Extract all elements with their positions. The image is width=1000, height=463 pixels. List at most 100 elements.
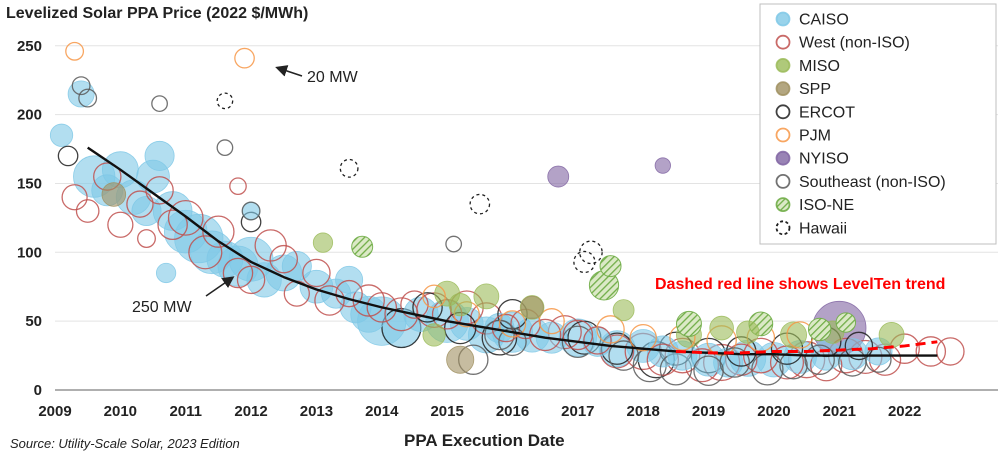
point-spp bbox=[520, 295, 544, 320]
point-west-non-iso bbox=[742, 337, 779, 374]
x-tick-label: 2016 bbox=[496, 403, 529, 420]
x-tick-label: 2019 bbox=[692, 403, 725, 420]
legend-marker-pjm bbox=[775, 127, 791, 143]
point-iso-ne bbox=[675, 310, 702, 337]
point-iso-ne bbox=[807, 317, 832, 342]
point-miso bbox=[780, 321, 807, 349]
x-tick-label: 2011 bbox=[169, 403, 202, 420]
point-west-non-iso bbox=[107, 211, 134, 238]
point-west-non-iso bbox=[75, 199, 100, 223]
point-miso bbox=[736, 320, 760, 344]
x-tick-label: 2009 bbox=[38, 403, 71, 420]
point-ercot bbox=[844, 331, 874, 361]
point-nyiso bbox=[547, 165, 570, 188]
point-west-non-iso bbox=[145, 176, 174, 205]
levelten-trend-line bbox=[675, 340, 938, 355]
x-tick-label: 2010 bbox=[104, 403, 137, 420]
point-ercot bbox=[57, 145, 79, 167]
size-annotation-20mw: 20 MW bbox=[275, 65, 359, 86]
point-southeast-non-iso bbox=[804, 344, 835, 375]
point-west-non-iso bbox=[126, 190, 154, 218]
size-annotation-250mw: 250 MW bbox=[132, 276, 235, 316]
point-miso bbox=[422, 323, 446, 347]
point-caiso bbox=[144, 140, 175, 171]
point-southeast-non-iso bbox=[78, 88, 98, 108]
point-southeast-non-iso bbox=[498, 327, 527, 357]
point-southeast-non-iso bbox=[71, 76, 91, 96]
legend-marker-iso-ne bbox=[775, 197, 791, 213]
point-west-non-iso bbox=[236, 265, 266, 295]
x-tick-label: 2021 bbox=[823, 403, 856, 420]
legend-label: MISO bbox=[799, 58, 840, 75]
legend-marker-ercot bbox=[775, 104, 791, 120]
overall-trend-line bbox=[87, 146, 938, 357]
legend-label: Southeast (non-ISO) bbox=[799, 174, 946, 191]
point-west-non-iso bbox=[61, 184, 88, 211]
chart-title: Levelized Solar PPA Price (2022 $/MWh) bbox=[6, 5, 308, 22]
point-miso bbox=[312, 232, 334, 253]
point-southeast-non-iso bbox=[445, 235, 463, 253]
point-miso bbox=[709, 315, 734, 341]
legend-marker-spp bbox=[775, 81, 791, 96]
point-southeast-non-iso bbox=[151, 95, 168, 112]
point-west-non-iso bbox=[400, 290, 429, 319]
y-tick-label: 200 bbox=[17, 107, 42, 124]
point-hawaii bbox=[339, 158, 359, 178]
point-west-non-iso bbox=[167, 200, 204, 236]
point-miso bbox=[878, 322, 905, 348]
legend: CAISO West (non-ISO) MISO SPP ERCOT PJM NYISO S… bbox=[759, 3, 997, 245]
levelten-trend-note: Dashed red line shows LevelTen trend bbox=[655, 276, 945, 293]
point-southeast-non-iso bbox=[865, 346, 892, 373]
trend-lines bbox=[87, 146, 938, 357]
legend-marker-west-non-iso bbox=[775, 34, 791, 50]
point-pjm bbox=[234, 47, 255, 69]
axis-ticks: 0 50 100 150 200 250 2009 2010 2011 2012 2013 2014 2… bbox=[17, 38, 921, 420]
point-west-non-iso bbox=[915, 336, 947, 367]
point-west-non-iso bbox=[314, 285, 345, 316]
point-miso bbox=[612, 299, 635, 322]
point-west-non-iso bbox=[157, 209, 188, 241]
point-caiso bbox=[335, 265, 364, 294]
point-iso-ne bbox=[351, 235, 374, 258]
legend-label: CAISO bbox=[799, 12, 849, 29]
x-tick-label: 2022 bbox=[888, 403, 921, 420]
y-tick-label: 50 bbox=[25, 313, 42, 330]
point-southeast-non-iso bbox=[719, 347, 750, 378]
point-miso bbox=[448, 293, 472, 317]
point-iso-ne bbox=[599, 255, 622, 278]
legend-marker-hawaii bbox=[775, 220, 791, 236]
point-caiso bbox=[49, 123, 74, 147]
point-southeast-non-iso bbox=[241, 201, 261, 221]
y-tick-label: 0 bbox=[34, 382, 42, 399]
legend-label: ERCOT bbox=[799, 104, 855, 121]
legend-label: SPP bbox=[799, 81, 831, 98]
legend-label: NYISO bbox=[799, 151, 849, 168]
point-spp bbox=[101, 182, 127, 207]
point-west-non-iso bbox=[202, 215, 235, 248]
point-pjm bbox=[596, 315, 625, 344]
point-west-non-iso bbox=[137, 229, 156, 248]
point-caiso bbox=[155, 262, 177, 284]
point-caiso bbox=[131, 195, 162, 227]
y-tick-label: 100 bbox=[17, 244, 42, 261]
legend-label: ISO-NE bbox=[799, 197, 854, 214]
x-tick-label: 2018 bbox=[627, 403, 660, 420]
point-southeast-non-iso bbox=[216, 139, 234, 157]
x-tick-label: 2020 bbox=[757, 403, 790, 420]
point-west-non-iso bbox=[222, 257, 254, 289]
point-pjm bbox=[498, 310, 527, 338]
point-west-non-iso bbox=[302, 258, 331, 288]
point-pjm bbox=[422, 284, 446, 309]
source-note: Source: Utility-Scale Solar, 2023 Editio… bbox=[10, 436, 240, 451]
x-tick-label: 2014 bbox=[365, 403, 399, 420]
y-tick-label: 150 bbox=[17, 175, 42, 192]
point-southeast-non-iso bbox=[608, 340, 639, 371]
point-west-non-iso bbox=[936, 337, 965, 366]
x-tick-label: 2013 bbox=[300, 403, 333, 420]
point-nyiso bbox=[654, 157, 671, 174]
legend-marker-nyiso bbox=[775, 150, 791, 166]
point-west-non-iso bbox=[335, 279, 363, 308]
x-tick-label: 2012 bbox=[234, 403, 267, 420]
point-iso-ne bbox=[835, 312, 857, 333]
